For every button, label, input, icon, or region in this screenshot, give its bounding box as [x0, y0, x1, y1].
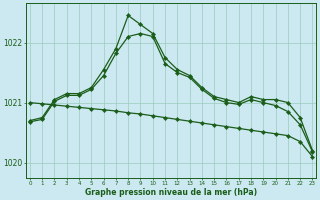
X-axis label: Graphe pression niveau de la mer (hPa): Graphe pression niveau de la mer (hPa): [85, 188, 257, 197]
